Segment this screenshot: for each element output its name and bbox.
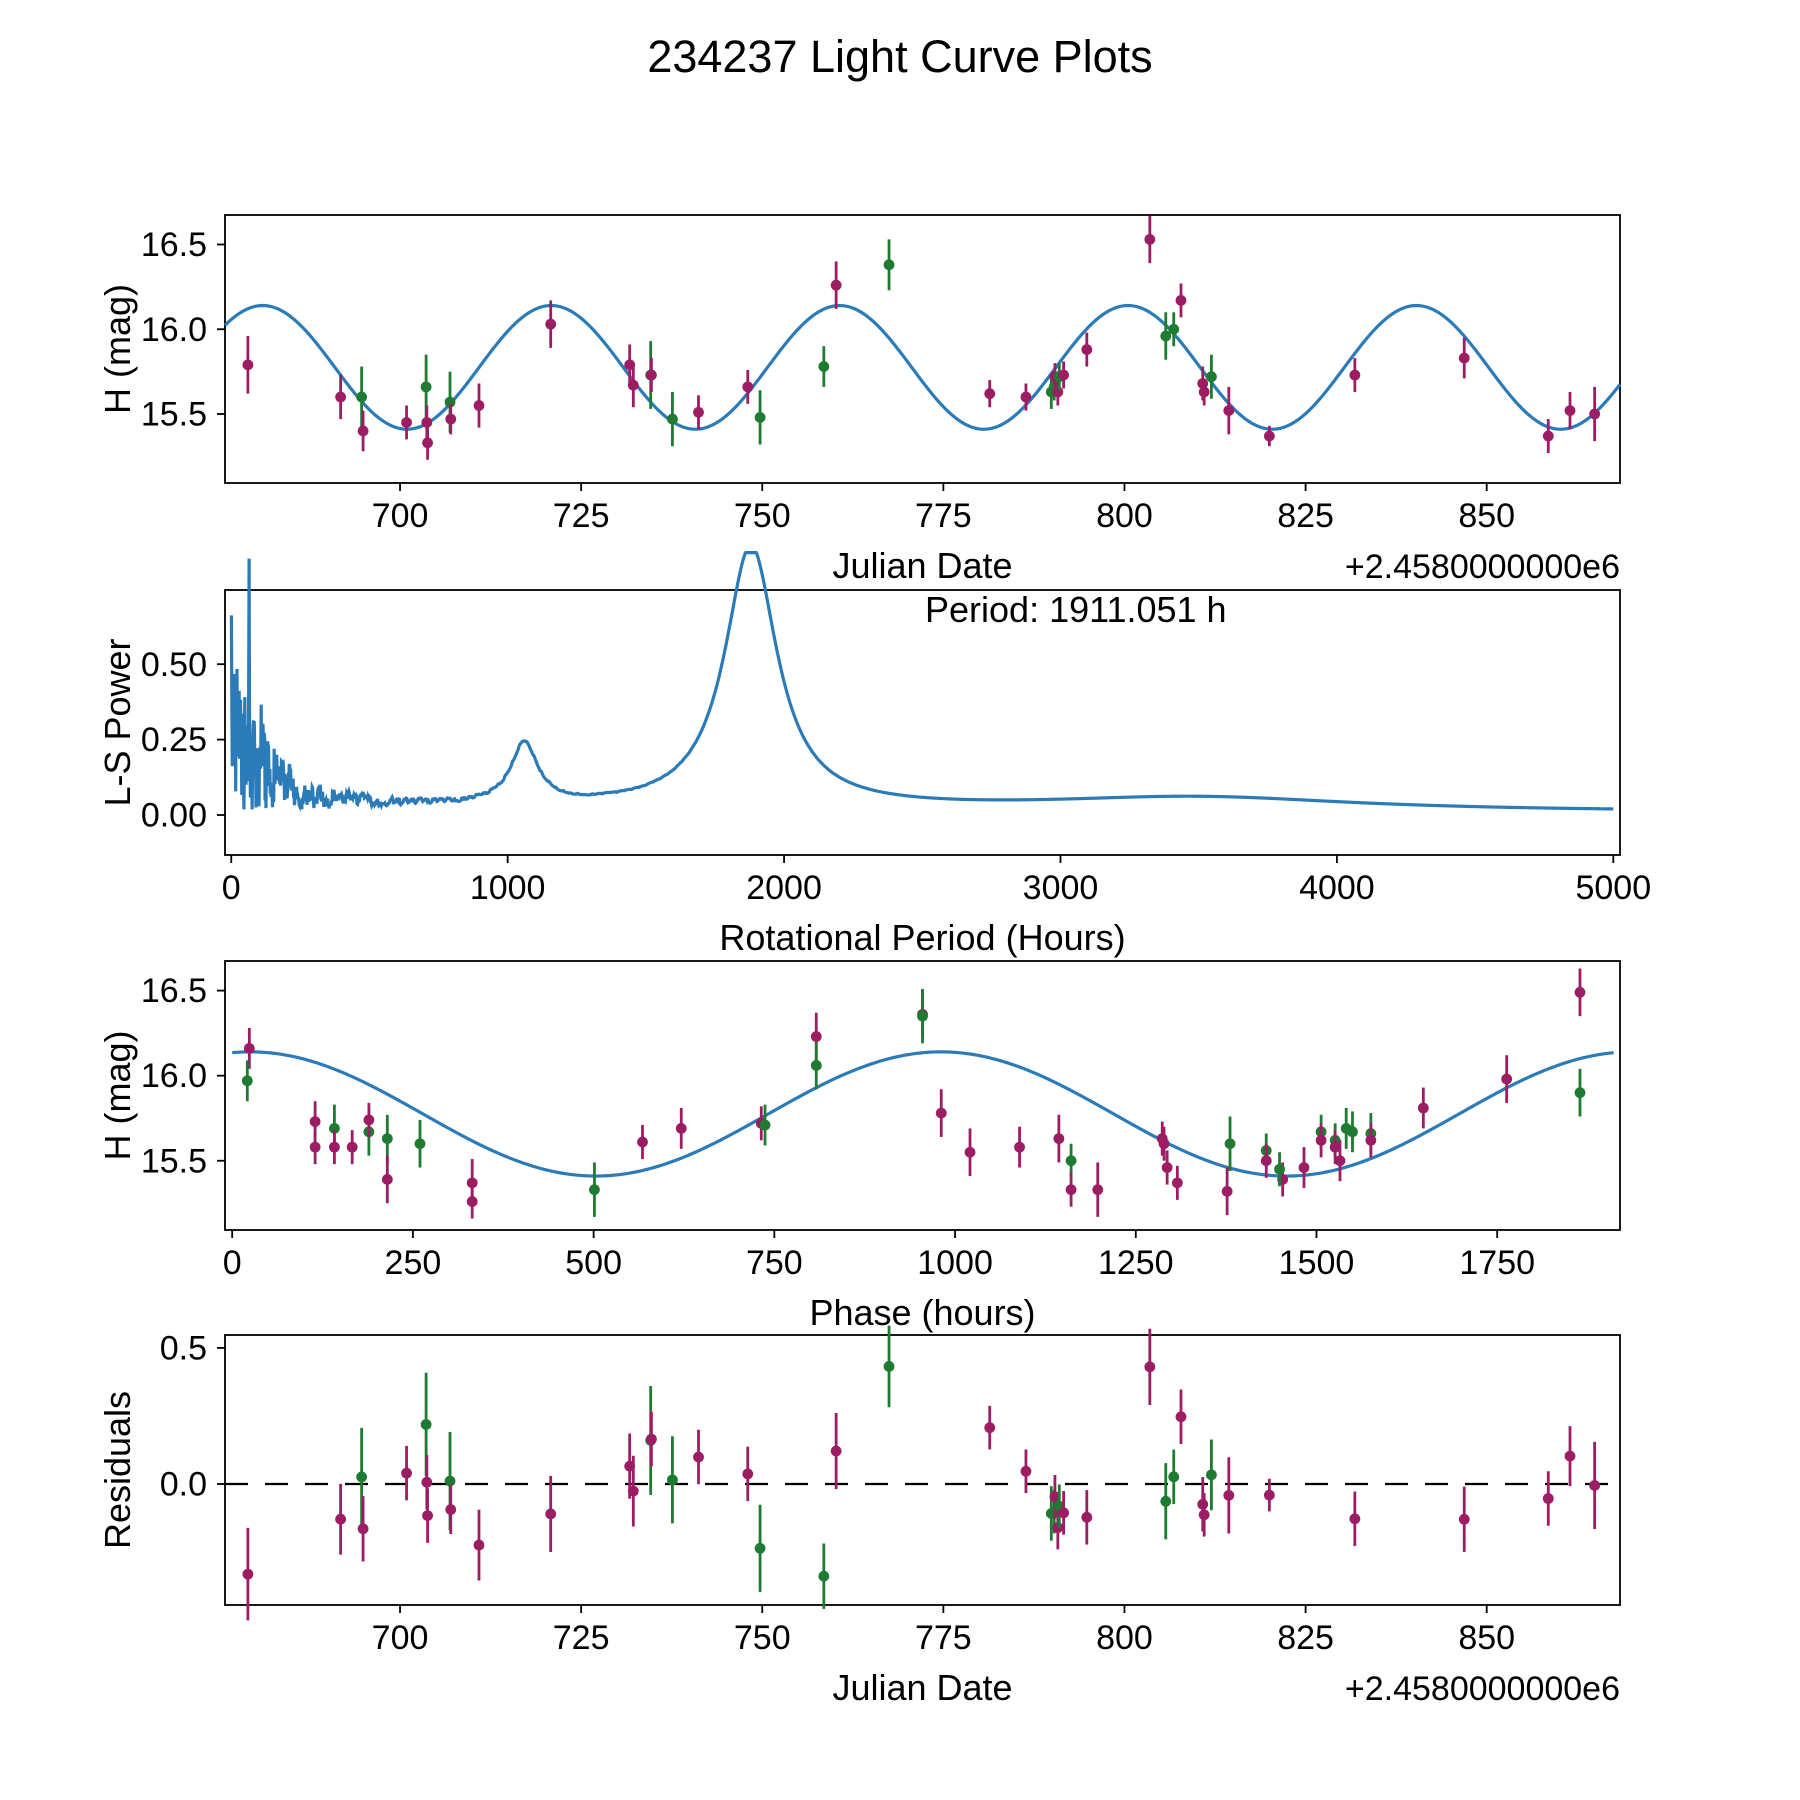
svg-text:500: 500 (565, 1244, 622, 1282)
svg-text:0.25: 0.25 (141, 721, 207, 759)
svg-text:750: 750 (734, 497, 791, 535)
svg-text:775: 775 (915, 1619, 972, 1657)
svg-text:H (mag): H (mag) (97, 284, 138, 414)
svg-text:15.5: 15.5 (141, 1142, 207, 1180)
svg-text:1500: 1500 (1279, 1244, 1355, 1282)
svg-text:3000: 3000 (1023, 869, 1099, 907)
svg-text:2000: 2000 (746, 869, 822, 907)
svg-text:Rotational Period (Hours): Rotational Period (Hours) (719, 917, 1125, 958)
svg-text:16.5: 16.5 (141, 972, 207, 1010)
svg-text:850: 850 (1458, 497, 1515, 535)
svg-text:Residuals: Residuals (97, 1391, 138, 1549)
svg-text:16.0: 16.0 (141, 311, 207, 349)
svg-text:1750: 1750 (1459, 1244, 1535, 1282)
svg-text:0.5: 0.5 (160, 1329, 207, 1367)
svg-text:1250: 1250 (1098, 1244, 1174, 1282)
svg-text:L-S Power: L-S Power (97, 638, 138, 806)
svg-text:+2.4580000000e6: +2.4580000000e6 (1345, 1670, 1620, 1708)
svg-text:825: 825 (1277, 1619, 1334, 1657)
svg-text:700: 700 (372, 1619, 429, 1657)
svg-text:15.5: 15.5 (141, 396, 207, 434)
svg-text:825: 825 (1277, 497, 1334, 535)
svg-text:0.0: 0.0 (160, 1466, 207, 1504)
svg-text:725: 725 (553, 497, 610, 535)
svg-text:0.00: 0.00 (141, 797, 207, 835)
svg-text:16.0: 16.0 (141, 1057, 207, 1095)
svg-text:725: 725 (553, 1619, 610, 1657)
svg-text:750: 750 (746, 1244, 803, 1282)
svg-text:750: 750 (734, 1619, 791, 1657)
svg-text:+2.4580000000e6: +2.4580000000e6 (1345, 548, 1620, 586)
svg-text:5000: 5000 (1575, 869, 1651, 907)
svg-text:H (mag): H (mag) (97, 1030, 138, 1160)
svg-text:1000: 1000 (917, 1244, 993, 1282)
svg-text:Julian Date: Julian Date (832, 545, 1012, 586)
svg-text:700: 700 (372, 497, 429, 535)
svg-text:Period: 1911.051 h: Period: 1911.051 h (925, 589, 1227, 630)
svg-text:Phase (hours): Phase (hours) (809, 1292, 1035, 1333)
svg-text:0.50: 0.50 (141, 646, 207, 684)
svg-text:234237 Light Curve Plots: 234237 Light Curve Plots (647, 31, 1152, 82)
svg-text:Julian Date: Julian Date (832, 1667, 1012, 1708)
svg-text:16.5: 16.5 (141, 226, 207, 264)
svg-text:0: 0 (222, 869, 241, 907)
svg-text:775: 775 (915, 497, 972, 535)
svg-text:850: 850 (1458, 1619, 1515, 1657)
svg-text:800: 800 (1096, 497, 1153, 535)
svg-text:0: 0 (223, 1244, 242, 1282)
svg-text:250: 250 (385, 1244, 442, 1282)
svg-text:1000: 1000 (470, 869, 546, 907)
svg-text:4000: 4000 (1299, 869, 1375, 907)
svg-text:800: 800 (1096, 1619, 1153, 1657)
